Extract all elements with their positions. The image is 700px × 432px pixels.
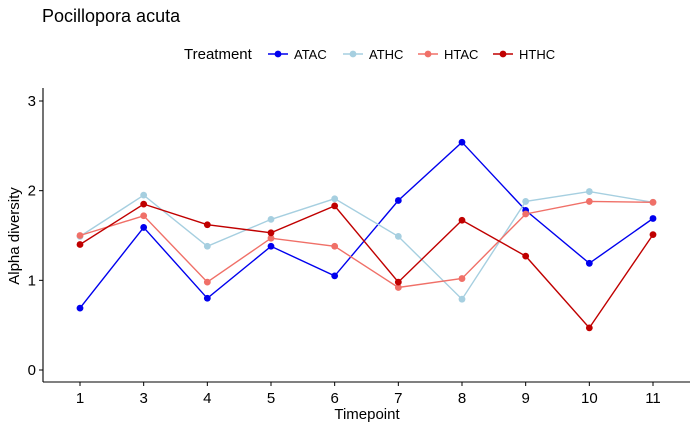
data-point-atac: [331, 272, 339, 280]
data-point-athc: [140, 191, 148, 199]
legend-key-point-atac: [274, 50, 282, 58]
data-point-htac: [522, 210, 530, 218]
x-tick-label: 8: [458, 390, 466, 407]
data-point-htac: [649, 198, 657, 206]
data-point-hthc: [267, 229, 275, 237]
y-tick-label: 3: [28, 93, 36, 110]
y-tick-label: 0: [28, 362, 36, 379]
data-point-athc: [267, 215, 275, 223]
data-point-athc: [203, 242, 211, 250]
legend-label-hthc: HTHC: [519, 47, 555, 62]
data-point-hthc: [394, 278, 402, 286]
series-line-atac: [79, 141, 654, 309]
data-point-athc: [394, 232, 402, 240]
data-point-htac: [203, 278, 211, 286]
y-tick-label: 2: [28, 183, 36, 200]
data-point-htac: [331, 242, 339, 250]
legend-label-atac: ATAC: [294, 47, 327, 62]
data-point-htac: [394, 284, 402, 291]
data-point-hthc: [331, 202, 339, 210]
y-axis-title: Alpha diversity: [6, 187, 23, 285]
legend-key-point-athc: [349, 50, 357, 58]
series-line-athc: [79, 190, 654, 301]
data-point-htac: [76, 232, 84, 239]
legend: Treatment ATAC ATHC HTAC HTHC: [184, 46, 555, 63]
x-tick-label: 3: [139, 390, 147, 407]
x-tick-label: 4: [203, 390, 211, 407]
data-point-htac: [585, 198, 593, 205]
y-tick-label: 1: [28, 272, 36, 289]
legend-key-point-hthc: [499, 50, 507, 58]
chart-title: Pocillopora acuta: [42, 6, 181, 26]
data-point-htac: [267, 234, 275, 242]
data-point-hthc: [522, 252, 530, 260]
data-point-atac: [203, 294, 211, 302]
data-point-atac: [585, 259, 593, 267]
x-tick-label: 9: [521, 390, 529, 407]
data-point-htac: [458, 275, 466, 282]
legend-label-htac: HTAC: [444, 47, 478, 62]
data-point-atac: [649, 215, 657, 222]
data-point-athc: [585, 188, 593, 195]
data-point-hthc: [585, 324, 593, 332]
x-tick-label: 5: [267, 390, 275, 407]
series-line-hthc: [79, 203, 654, 330]
legend-title: Treatment: [184, 46, 253, 63]
x-tick-label: 1: [76, 390, 84, 407]
data-point-hthc: [76, 241, 84, 248]
data-point-athc: [458, 295, 466, 303]
data-point-htac: [140, 212, 148, 220]
x-tick-label: 10: [581, 390, 598, 407]
data-point-hthc: [140, 200, 148, 208]
data-point-atac: [76, 304, 84, 312]
series-line-htac: [79, 200, 654, 289]
data-point-hthc: [458, 216, 466, 224]
legend-key-point-htac: [424, 50, 432, 58]
data-point-atac: [458, 138, 466, 146]
data-point-atac: [267, 242, 275, 250]
data-point-atac: [394, 197, 402, 204]
data-point-athc: [331, 195, 339, 203]
data-point-athc: [522, 198, 530, 205]
data-point-atac: [140, 224, 148, 231]
x-axis-title: Timepoint: [334, 406, 400, 423]
plot-area: 0 1 2 3 1 3 4 5 6 7 8 9 10 11: [28, 88, 690, 407]
data-point-hthc: [649, 231, 657, 239]
legend-label-athc: ATHC: [369, 47, 403, 62]
x-tick-label: 11: [645, 390, 661, 407]
data-point-hthc: [203, 221, 211, 229]
x-tick-label: 7: [394, 390, 402, 407]
x-tick-label: 6: [330, 390, 338, 407]
